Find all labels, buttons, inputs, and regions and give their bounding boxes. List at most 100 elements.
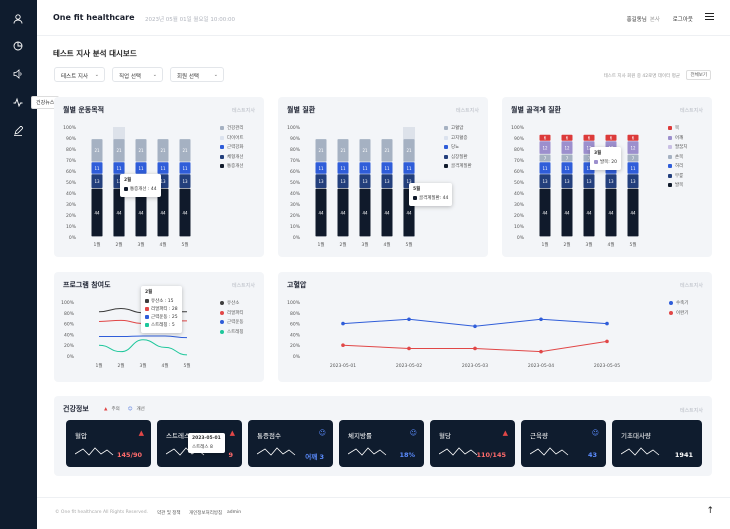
legend-item[interactable]: 손목 xyxy=(668,154,687,160)
speaker-icon[interactable] xyxy=(11,67,25,81)
logout-button[interactable]: 로그아웃 xyxy=(672,17,693,23)
legend-item[interactable]: 수축기 xyxy=(669,300,688,306)
x-tick-label: 2월 xyxy=(339,241,346,248)
bar-value-label: 21 xyxy=(182,148,188,153)
legend-item[interactable]: 심장질환 xyxy=(444,154,472,160)
legend-item[interactable]: 팔꿈치 xyxy=(668,144,687,150)
y-tick-label: 40% xyxy=(514,191,525,197)
x-tick-label: 2023-05-04 xyxy=(528,363,554,369)
bar-value-label: 11 xyxy=(182,166,188,171)
legend-item[interactable]: 무릎 xyxy=(668,173,687,179)
health-icon[interactable] xyxy=(11,95,25,109)
legend-item[interactable]: 다이어트 xyxy=(220,135,244,141)
bar-value-label: 13 xyxy=(542,179,548,184)
y-tick-label: 40% xyxy=(290,191,301,197)
health-card[interactable]: 체지방률 ☺ 18% xyxy=(339,420,424,467)
bar-segment xyxy=(135,162,147,174)
brand-logo[interactable]: One fit healthcare xyxy=(53,13,135,22)
data-point xyxy=(539,317,543,322)
bar-value-label: 6 xyxy=(544,136,547,141)
legend-item[interactable]: 발목 xyxy=(668,182,687,188)
member-select[interactable]: 회원 선택 ⌄ xyxy=(170,67,224,82)
legend-label: 다이어트 xyxy=(227,135,244,141)
bar-segment xyxy=(157,188,169,237)
privacy-link[interactable]: 개인정보처리방침 xyxy=(189,511,223,516)
bar-value-label: 13 xyxy=(116,179,122,184)
legend-item[interactable]: 유산소 xyxy=(220,300,244,306)
health-card-name: 기초대사량 xyxy=(621,432,651,440)
bar-segment xyxy=(627,154,639,162)
legend-item[interactable]: 허리 xyxy=(668,163,687,169)
tooltip-title: 2월 xyxy=(145,290,153,295)
footer: © One fit healthcare All Rights Reserved… xyxy=(37,497,730,529)
musculoskeletal-card: 월별 골격계 질환 테스트지사 0% 10% 20% 30% 40% 50% 60% 70% 8… xyxy=(502,97,712,257)
x-tick-label: 4월 xyxy=(607,241,614,248)
legend-item[interactable]: 어깨 xyxy=(668,135,687,141)
health-card[interactable]: 근육량 ☺ 43 xyxy=(521,420,606,467)
bar-value-label: 13 xyxy=(362,179,368,184)
legend-item[interactable]: 목 xyxy=(668,125,687,131)
y-tick-label: 100% xyxy=(61,300,75,306)
sparkline-icon xyxy=(348,447,387,456)
dashboard-icon[interactable] xyxy=(11,39,25,53)
bar-value-label: 11 xyxy=(564,166,570,171)
y-tick-label: 70% xyxy=(290,158,301,164)
legend-item[interactable]: 당뇨 xyxy=(444,144,472,150)
x-tick-label: 5월 xyxy=(405,241,412,248)
legend-item[interactable]: 골격계질환 xyxy=(444,163,472,169)
bar-value-label: 11 xyxy=(160,166,166,171)
bar-segment xyxy=(315,139,327,162)
bar-segment xyxy=(583,174,595,188)
health-card[interactable]: 기초대사량 1941 xyxy=(612,420,702,467)
bar-value-label: 6 xyxy=(632,136,635,141)
branch-select[interactable]: 테스트 지사 ⌄ xyxy=(54,67,105,82)
legend-swatch xyxy=(668,164,672,168)
job-select[interactable]: 직업 선택 ⌄ xyxy=(112,67,163,82)
x-tick-label: 2023-05-03 xyxy=(462,363,488,369)
view-all-button[interactable]: 전체보기 xyxy=(686,70,711,80)
card-subtitle: 테스트지사 xyxy=(679,108,703,114)
header: One fit healthcare 2023년 05월 01일 월요일 10:… xyxy=(37,0,730,36)
bar-segment xyxy=(539,188,551,237)
y-tick-label: 80% xyxy=(290,311,301,317)
bar-segment xyxy=(337,188,349,237)
edit-icon[interactable] xyxy=(11,124,25,138)
legend-swatch xyxy=(444,135,448,140)
bar-value-label: 44 xyxy=(160,210,166,215)
legend-item[interactable]: 스트레칭 xyxy=(220,329,244,335)
legend-swatch xyxy=(668,145,672,149)
menu-icon[interactable] xyxy=(705,13,714,20)
legend-item[interactable]: 고지혈증 xyxy=(444,135,472,141)
legend-item[interactable]: 통증개선 xyxy=(220,163,244,169)
scroll-top-icon[interactable]: ↑ xyxy=(706,506,714,516)
x-tick-label: 3월 xyxy=(361,241,368,248)
bar-segment xyxy=(627,174,639,188)
legend-item[interactable]: 이완기 xyxy=(669,310,688,316)
legend-item[interactable]: 근력강화 xyxy=(220,144,244,150)
legend-item[interactable]: 건강관리 xyxy=(220,125,244,131)
y-tick-label: 70% xyxy=(514,158,525,164)
health-card[interactable]: 혈당 ▲ 110/145 xyxy=(430,420,515,467)
page-title: 테스트 지사 분석 대시보드 xyxy=(53,49,137,58)
legend-swatch xyxy=(669,301,673,305)
terms-link[interactable]: 약관 및 정책 xyxy=(157,511,181,516)
legend-item[interactable]: 리얼파티 xyxy=(220,310,244,316)
bar-segment xyxy=(337,162,349,174)
warning-icon: ▲ xyxy=(104,406,108,412)
legend-swatch xyxy=(444,164,448,168)
health-card[interactable]: 혈압 ▲ 145/90 xyxy=(66,420,151,467)
bar-segment xyxy=(403,139,415,162)
legend-item[interactable]: 근력운동 xyxy=(220,319,244,325)
bar-value-label: 11 xyxy=(630,166,636,171)
legend-swatch xyxy=(220,320,224,324)
y-tick-label: 60% xyxy=(64,322,75,328)
admin-link[interactable]: admin xyxy=(227,510,242,515)
bar-segment xyxy=(91,188,103,237)
health-card[interactable]: 통증점수 ☺ 어깨 3 xyxy=(248,420,333,467)
legend-item[interactable]: 체형개선 xyxy=(220,154,244,160)
legend-item[interactable]: 고혈압 xyxy=(444,125,472,131)
data-point xyxy=(605,339,609,344)
legend-swatch xyxy=(668,135,672,140)
user-icon[interactable] xyxy=(11,12,25,26)
